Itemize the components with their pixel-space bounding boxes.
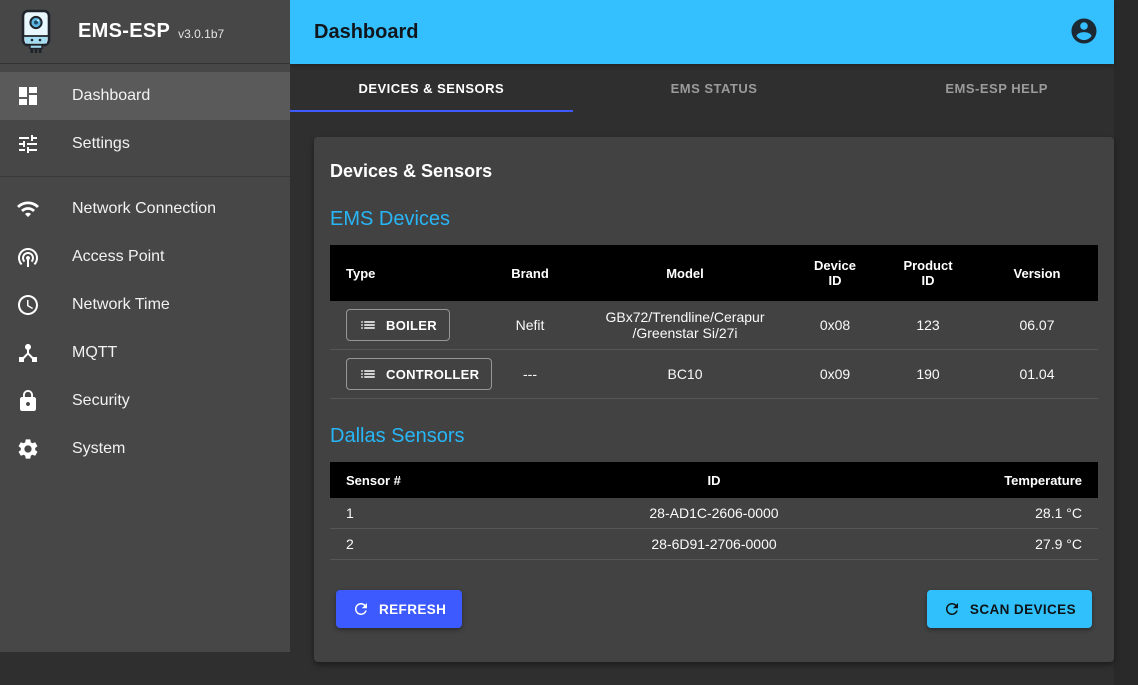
column-header-product-id: Product ID	[880, 245, 976, 301]
sidebar-item-label: System	[72, 440, 126, 457]
table-row: 2 28-6D91-2706-0000 27.9 °C	[330, 528, 1098, 560]
appbar: Dashboard	[290, 0, 1114, 64]
ems-devices-heading: EMS Devices	[330, 208, 451, 230]
clock-icon	[16, 293, 40, 317]
sidebar-item-dashboard[interactable]: Dashboard	[0, 72, 290, 120]
sidebar-item-label: Network Connection	[72, 200, 217, 217]
tab-ems-status[interactable]: EMS STATUS	[670, 80, 758, 96]
app-logo-row: EMS-ESP v3.0.1b7	[0, 0, 290, 64]
tune-icon	[16, 132, 40, 156]
sidebar-item-access-point[interactable]: Access Point	[0, 233, 290, 281]
column-header-type: Type	[330, 245, 480, 301]
lock-icon	[16, 389, 40, 413]
cell-sensor-num: 2	[330, 528, 530, 560]
device-type-button-boiler[interactable]: BOILER	[346, 309, 450, 341]
table-row: BOILER Nefit GBx72/Trendline/Cerapur /Gr…	[330, 301, 1098, 350]
cell-temperature: 28.1 °C	[898, 498, 1098, 529]
devices-sensors-card: Devices & Sensors EMS Devices Type Brand…	[314, 137, 1114, 662]
column-header-device-id: Device ID	[790, 245, 880, 301]
device-hub-icon	[16, 341, 40, 365]
ems-devices-table: Type Brand Model Device ID Product ID Ve…	[330, 245, 1098, 399]
dallas-table-header-row: Sensor # ID Temperature	[330, 462, 1098, 498]
cell-model: GBx72/Trendline/Cerapur /Greenstar Si/27…	[580, 301, 790, 350]
column-header-id: ID	[529, 462, 899, 498]
sidebar: EMS-ESP v3.0.1b7 Dashboard Settings Netw…	[0, 0, 290, 652]
refresh-button[interactable]: REFRESH	[336, 590, 463, 628]
card-title: Devices & Sensors	[330, 161, 493, 181]
cell-version: 06.07	[976, 301, 1098, 350]
sidebar-nav: Dashboard Settings Network Connection Ac…	[0, 64, 290, 473]
cell-brand: Nefit	[480, 301, 580, 350]
account-circle-icon[interactable]	[1068, 16, 1100, 48]
column-header-version: Version	[976, 245, 1098, 301]
column-header-brand: Brand	[480, 245, 580, 301]
sidebar-item-settings[interactable]: Settings	[0, 120, 290, 168]
cell-sensor-id: 28-6D91-2706-0000	[529, 528, 899, 560]
card-footer: REFRESH SCAN DEVICES	[330, 590, 1098, 628]
ems-table-header-row: Type Brand Model Device ID Product ID Ve…	[330, 245, 1098, 301]
sidebar-item-label: Settings	[72, 135, 130, 152]
sidebar-item-system[interactable]: System	[0, 425, 290, 473]
table-row: 1 28-AD1C-2606-0000 28.1 °C	[330, 498, 1098, 529]
cell-brand: ---	[480, 349, 580, 399]
cell-sensor-id: 28-AD1C-2606-0000	[529, 498, 899, 529]
cell-temperature: 27.9 °C	[898, 528, 1098, 560]
page-title: Dashboard	[314, 20, 419, 43]
sidebar-item-security[interactable]: Security	[0, 377, 290, 425]
cell-sensor-num: 1	[330, 498, 530, 529]
tab-devices-sensors[interactable]: DEVICES & SENSORS	[290, 64, 573, 112]
cell-version: 01.04	[976, 349, 1098, 399]
cell-device-id: 0x08	[790, 301, 880, 350]
wifi-tethering-icon	[16, 245, 40, 269]
tab-ems-esp-help[interactable]: EMS-ESP HELP	[945, 80, 1048, 96]
sidebar-item-network-connection[interactable]: Network Connection	[0, 185, 290, 233]
dallas-sensors-heading: Dallas Sensors	[330, 425, 465, 447]
sidebar-item-mqtt[interactable]: MQTT	[0, 329, 290, 377]
device-type-button-controller[interactable]: CONTROLLER	[346, 358, 493, 390]
sidebar-item-label: Security	[72, 392, 130, 409]
sidebar-item-label: MQTT	[72, 344, 118, 361]
scan-devices-button[interactable]: SCAN DEVICES	[926, 590, 1092, 628]
sidebar-item-label: Network Time	[72, 296, 170, 313]
refresh-icon	[355, 603, 367, 615]
sidebar-item-label: Access Point	[72, 248, 165, 265]
list-icon	[361, 321, 375, 329]
sidebar-item-label: Dashboard	[72, 87, 151, 104]
column-header-sensor-num: Sensor #	[330, 462, 530, 498]
dallas-sensors-table: Sensor # ID Temperature 1 28-AD1C-2606-0…	[330, 462, 1098, 560]
wifi-icon	[16, 197, 40, 221]
column-header-model: Model	[580, 245, 790, 301]
table-row: CONTROLLER --- BC10 0x09 190 01.04	[330, 349, 1098, 399]
app-name: EMS-ESP	[78, 20, 171, 42]
sidebar-divider	[0, 176, 290, 177]
list-icon	[361, 370, 375, 378]
tab-bar: DEVICES & SENSORS EMS STATUS EMS-ESP HEL…	[290, 64, 1138, 112]
sidebar-item-network-time[interactable]: Network Time	[0, 281, 290, 329]
cell-device-id: 0x09	[790, 349, 880, 399]
boiler-logo-icon	[21, 9, 51, 53]
gear-icon	[16, 437, 40, 461]
dashboard-icon	[16, 84, 40, 108]
cell-product-id: 190	[880, 349, 976, 399]
cell-product-id: 123	[880, 301, 976, 350]
refresh-icon	[945, 603, 958, 615]
app-version: v3.0.1b7	[178, 26, 225, 41]
right-gutter	[1114, 0, 1138, 685]
cell-model: BC10	[580, 349, 790, 399]
column-header-temperature: Temperature	[898, 462, 1098, 498]
